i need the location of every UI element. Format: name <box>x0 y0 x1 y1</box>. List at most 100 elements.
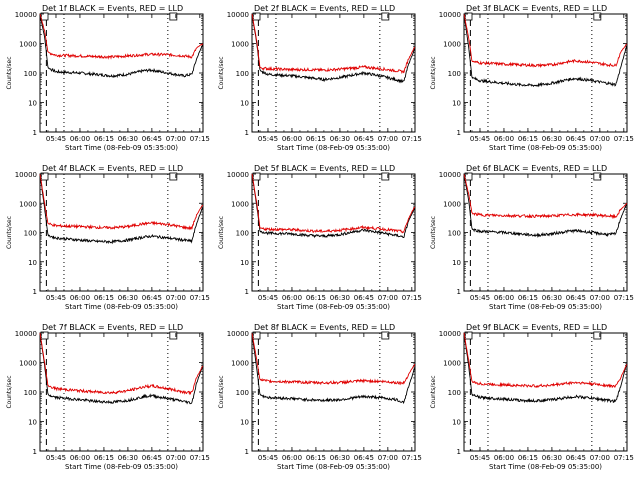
chart-panel: Det 3f BLACK = Events, RED = LLD 1 10 100 10… <box>430 4 634 152</box>
events-series-line <box>463 332 628 404</box>
x-tick-label: 06:00 <box>494 135 514 143</box>
x-tick-label: 06:45 <box>142 294 162 302</box>
y-tick-label: 10000 <box>227 171 249 179</box>
x-tick-label: 06:45 <box>354 454 374 462</box>
y-tick-label: 1000 <box>19 41 37 49</box>
x-tick-label: 07:15 <box>190 454 210 462</box>
x-tick-label: 06:30 <box>542 454 562 462</box>
y-axis-label: Counts/sec <box>430 216 437 249</box>
y-tick-label: 1000 <box>19 360 37 368</box>
x-tick-label: 06:30 <box>330 135 350 143</box>
y-tick-label: 1000 <box>19 200 37 208</box>
x-axis-label: Start Time (08-Feb-09 05:35:00) <box>277 463 390 471</box>
chart-panel: Det 8f BLACK = Events, RED = LLD 1 10 100 10… <box>218 323 422 471</box>
y-tick-label: 1000 <box>231 41 249 49</box>
x-tick-label: 05:45 <box>258 135 278 143</box>
y-tick-label: 10 <box>28 419 37 427</box>
plot-frame <box>39 173 204 292</box>
y-tick-label: 1 <box>33 448 37 456</box>
x-axis-label: Start Time (08-Feb-09 05:35:00) <box>65 303 178 311</box>
y-tick-label: 100 <box>236 389 249 397</box>
chart-title: Det 6f BLACK = Events, RED = LLD <box>466 164 607 173</box>
x-tick-label: 05:45 <box>258 454 278 462</box>
chart-title: Det 3f BLACK = Events, RED = LLD <box>466 4 607 13</box>
start-marker <box>464 331 473 340</box>
y-tick-label: 10000 <box>227 11 249 19</box>
x-tick-label: 06:45 <box>566 294 586 302</box>
y-tick-label: 10 <box>452 100 461 108</box>
chart-title: Det 5f BLACK = Events, RED = LLD <box>254 164 395 173</box>
chart-title: Det 2f BLACK = Events, RED = LLD <box>254 4 395 13</box>
x-tick-label: 05:45 <box>470 454 490 462</box>
x-tick-label: 06:00 <box>494 454 514 462</box>
x-tick-label: 07:00 <box>378 294 398 302</box>
end-marker <box>169 172 178 181</box>
x-tick-label: 07:00 <box>166 135 186 143</box>
x-tick-label: 06:00 <box>282 294 302 302</box>
x-tick-label: 06:45 <box>354 135 374 143</box>
x-axis-label: Start Time (08-Feb-09 05:35:00) <box>489 303 602 311</box>
end-marker <box>381 331 390 340</box>
x-axis-label: Start Time (08-Feb-09 05:35:00) <box>489 463 602 471</box>
x-axis-label: Start Time (08-Feb-09 05:35:00) <box>65 144 178 152</box>
y-tick-label: 1 <box>245 288 249 296</box>
x-tick-label: 06:00 <box>282 454 302 462</box>
y-tick-label: 100 <box>236 70 249 78</box>
x-tick-label: 06:30 <box>118 454 138 462</box>
y-tick-label: 100 <box>24 230 37 238</box>
x-tick-label: 06:45 <box>142 135 162 143</box>
y-axis-label: Counts/sec <box>218 56 225 89</box>
x-tick-label: 05:45 <box>46 294 66 302</box>
x-tick-label: 07:00 <box>378 135 398 143</box>
x-tick-label: 05:45 <box>46 454 66 462</box>
y-tick-label: 100 <box>448 70 461 78</box>
x-tick-label: 06:00 <box>70 135 90 143</box>
x-tick-label: 07:00 <box>166 294 186 302</box>
chart-panel: Det 2f BLACK = Events, RED = LLD 1 10 100 10… <box>218 4 422 152</box>
y-tick-label: 100 <box>24 389 37 397</box>
y-tick-label: 1 <box>245 448 249 456</box>
y-tick-label: 1 <box>33 288 37 296</box>
x-axis-label: Start Time (08-Feb-09 05:35:00) <box>277 303 390 311</box>
x-tick-label: 06:15 <box>306 135 326 143</box>
lld-series-line <box>251 14 416 74</box>
y-tick-label: 10000 <box>439 330 461 338</box>
y-axis-label: Counts/sec <box>6 375 13 408</box>
y-tick-label: 10000 <box>15 11 37 19</box>
x-tick-label: 06:15 <box>518 294 538 302</box>
x-tick-label: 07:15 <box>614 135 634 143</box>
chart-panel: Det 6f BLACK = Events, RED = LLD 1 10 100 10… <box>430 164 634 311</box>
y-tick-label: 1000 <box>231 360 249 368</box>
y-tick-label: 10000 <box>439 171 461 179</box>
y-tick-label: 1000 <box>443 360 461 368</box>
y-tick-label: 10000 <box>15 171 37 179</box>
x-tick-label: 06:15 <box>94 454 114 462</box>
x-tick-label: 07:15 <box>614 294 634 302</box>
x-tick-label: 06:45 <box>354 294 374 302</box>
y-axis-label: Counts/sec <box>218 375 225 408</box>
start-marker <box>252 331 261 340</box>
lld-series-line <box>39 13 204 60</box>
x-tick-label: 07:15 <box>402 135 422 143</box>
events-series-line <box>251 174 416 239</box>
x-tick-label: 06:00 <box>282 135 302 143</box>
y-tick-label: 10 <box>28 259 37 267</box>
start-marker <box>252 172 261 181</box>
x-tick-label: 06:30 <box>330 294 350 302</box>
y-tick-label: 100 <box>448 230 461 238</box>
events-series-line <box>463 174 628 239</box>
x-tick-label: 06:00 <box>70 294 90 302</box>
lld-series-line <box>39 333 204 396</box>
x-tick-label: 06:30 <box>118 294 138 302</box>
y-tick-label: 10000 <box>15 330 37 338</box>
x-tick-label: 06:15 <box>518 135 538 143</box>
x-tick-label: 06:30 <box>542 294 562 302</box>
events-series-line <box>39 174 204 245</box>
start-marker <box>252 12 261 21</box>
x-tick-label: 06:15 <box>306 294 326 302</box>
x-tick-label: 06:15 <box>94 294 114 302</box>
lld-series-line <box>251 173 416 234</box>
y-tick-label: 10 <box>240 259 249 267</box>
lld-series-line <box>463 174 628 220</box>
y-tick-label: 1 <box>457 448 461 456</box>
